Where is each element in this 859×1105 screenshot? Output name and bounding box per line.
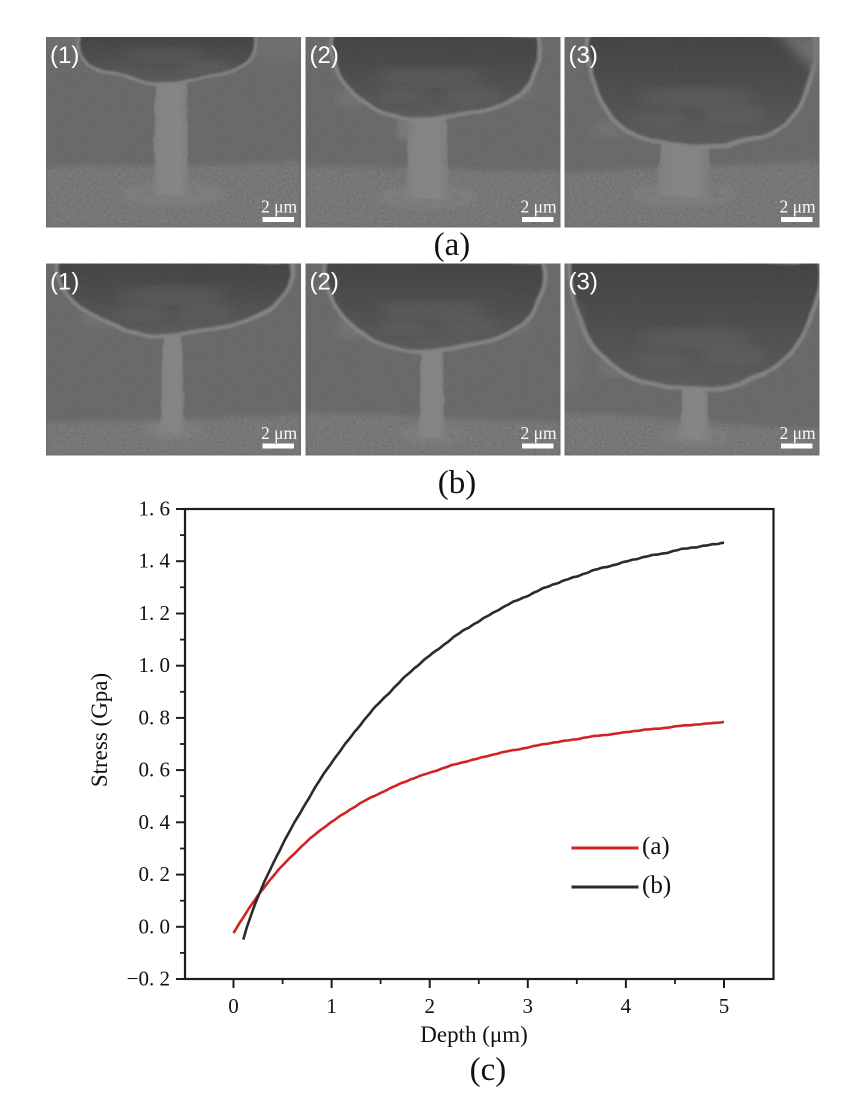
svg-text:(b): (b) [642,872,671,899]
svg-text:2: 2 [424,994,435,1018]
svg-text:0. 0: 0. 0 [139,914,171,938]
svg-text:3: 3 [523,994,534,1018]
svg-text:1. 4: 1. 4 [139,549,171,573]
svg-text:0. 8: 0. 8 [139,705,171,729]
svg-text:(a): (a) [434,227,471,263]
svg-text:(2): (2) [310,42,339,69]
svg-text:(3): (3) [569,269,598,296]
svg-text:0: 0 [228,994,239,1018]
svg-text:2 μm: 2 μm [520,423,557,443]
svg-text:1. 6: 1. 6 [139,497,171,521]
svg-text:0. 2: 0. 2 [139,862,171,886]
svg-text:1: 1 [326,994,337,1018]
svg-text:1. 0: 1. 0 [139,653,171,677]
svg-text:(c): (c) [470,1052,507,1088]
svg-text:2 μm: 2 μm [261,197,298,217]
svg-text:2 μm: 2 μm [779,197,816,217]
svg-text:5: 5 [719,994,730,1018]
svg-text:(1): (1) [50,42,79,69]
svg-text:(a): (a) [642,833,670,860]
svg-text:(1): (1) [50,269,79,296]
svg-text:4: 4 [621,994,632,1018]
svg-text:(3): (3) [569,42,598,69]
svg-text:1. 2: 1. 2 [139,601,171,625]
svg-text:(2): (2) [310,269,339,296]
svg-text:0. 6: 0. 6 [139,758,171,782]
svg-text:−0. 2: −0. 2 [127,967,170,991]
svg-text:2 μm: 2 μm [779,423,816,443]
svg-text:(b): (b) [438,465,476,501]
svg-text:0. 4: 0. 4 [139,810,171,834]
svg-text:Depth (μm): Depth (μm) [420,1022,528,1047]
svg-text:2 μm: 2 μm [261,423,298,443]
svg-text:Stress (Gpa): Stress (Gpa) [87,673,112,787]
svg-text:2 μm: 2 μm [520,197,557,217]
